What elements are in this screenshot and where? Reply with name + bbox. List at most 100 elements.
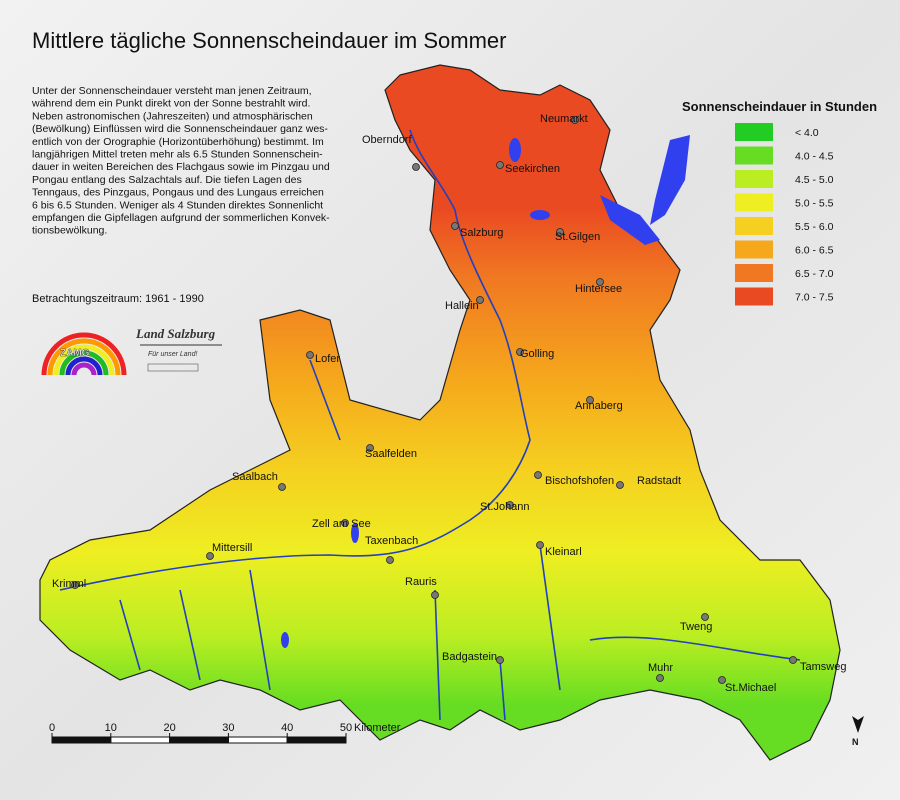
town-marker [306, 351, 314, 359]
scale-segment [51, 736, 112, 744]
motto-text: Für unser Land! [148, 351, 197, 358]
scale-segment [286, 736, 347, 744]
legend-swatch [735, 217, 773, 235]
town-label: Neumarkt [540, 113, 588, 125]
town-label: Taxenbach [365, 535, 418, 547]
town-label: Bischofshofen [545, 475, 614, 487]
town-label: Tamsweg [800, 661, 846, 673]
scale-segment [227, 736, 288, 744]
description-line: 6 bis 6.5 Stunden. Weniger als 4 Stunden… [32, 199, 323, 211]
description-line: Tenngaus, des Pinzgaus, Pongaus und des … [32, 187, 324, 199]
land-text: Land Salzburg [135, 326, 216, 341]
legend-label: 7.0 - 7.5 [795, 292, 834, 304]
legend-label: 5.0 - 5.5 [795, 198, 834, 210]
legend: Sonnenscheindauer in Stunden < 4.0 4.0 - … [682, 99, 877, 306]
town-label: Zell am See [312, 518, 371, 530]
north-label: N [852, 737, 859, 747]
legend-swatch [735, 193, 773, 212]
town-marker [516, 348, 524, 356]
town-label: Hallein [445, 300, 479, 312]
town-marker [386, 556, 394, 564]
description-line: Unter der Sonnenscheindauer versteht man… [32, 85, 312, 97]
legend-swatch [735, 170, 773, 188]
town-marker [366, 444, 374, 452]
town-label: Badgastein [442, 651, 497, 663]
town-marker [789, 656, 797, 664]
legend-swatch [735, 240, 773, 259]
town-marker [701, 613, 709, 621]
description-line: empfangen die Gipfellagen aufgrund der s… [32, 212, 330, 224]
town-label: Annaberg [575, 400, 623, 412]
scale-unit: Kilometer [354, 722, 401, 734]
town-marker [534, 471, 542, 479]
description-line: (Bewölkung) Einflüssen wird die Sonnensc… [32, 123, 328, 135]
town-marker [616, 481, 624, 489]
legend-label: < 4.0 [795, 127, 819, 139]
town-label: Seekirchen [505, 163, 560, 175]
town-marker [656, 674, 664, 682]
town-label: St.Johann [480, 501, 530, 513]
legend-label: 4.0 - 4.5 [795, 151, 834, 163]
town-label: Hintersee [575, 283, 622, 295]
town-label: Saalfelden [365, 448, 417, 460]
town-marker [536, 541, 544, 549]
legend-swatch [735, 146, 773, 165]
town-marker [596, 278, 604, 286]
town-marker [431, 591, 439, 599]
north-arrow: N [852, 716, 864, 747]
scale-label: 0 [49, 722, 55, 734]
legend-label: 4.5 - 5.0 [795, 174, 834, 186]
town-label: Salzburg [460, 227, 503, 239]
town-label: Tweng [680, 621, 712, 633]
town-marker [206, 552, 214, 560]
town-marker [496, 656, 504, 664]
town-label: St.Gilgen [555, 231, 600, 243]
town-label: Mittersill [212, 542, 252, 554]
scale-label: 10 [105, 722, 117, 734]
town-label: Kleinarl [545, 546, 582, 558]
title: Mittlere tägliche Sonnenscheindauer im S… [32, 28, 506, 53]
scale-segment [110, 736, 171, 744]
town-marker [586, 396, 594, 404]
towns: Oberndorf Neumarkt Seekirchen Salzburg St.Gi… [52, 113, 846, 694]
description-line: langjährigen Mittel treten mehr als 6.5 … [32, 149, 323, 161]
town-label: Saalbach [232, 471, 278, 483]
land-logo: Land Salzburg Für unser Land! [135, 326, 222, 372]
town-label: Lofer [315, 353, 340, 365]
legend-label: 6.5 - 7.0 [795, 268, 834, 280]
town-label: Muhr [648, 662, 673, 674]
legend-swatch [735, 287, 773, 306]
scale-label: 30 [222, 722, 234, 734]
town-marker [571, 116, 579, 124]
legend-swatch [735, 264, 773, 282]
town-label: St.Michael [725, 682, 776, 694]
town-marker [71, 581, 79, 589]
scale-label: 40 [281, 722, 293, 734]
town-label: Oberndorf [362, 134, 412, 146]
legend-label: 5.5 - 6.0 [795, 221, 834, 233]
town-label: Krimml [52, 578, 86, 590]
town-marker [718, 676, 726, 684]
legend-label: 6.0 - 6.5 [795, 245, 834, 257]
legend-swatch [735, 123, 773, 141]
rivers [59, 129, 801, 721]
town-marker [451, 222, 459, 230]
scale-label: 20 [163, 722, 175, 734]
zamg-text: ZAMG [60, 348, 90, 359]
town-marker [412, 163, 420, 171]
lakes [281, 135, 690, 648]
description: Unter der Sonnenscheindauer versteht man… [31, 85, 330, 237]
town-marker [506, 501, 514, 509]
scale-bar: 0 10 20 30 40 50 Kilometer [49, 722, 401, 744]
description-line: Neben astronomischen (Jahreszeiten) und … [32, 110, 313, 122]
period: Betrachtungszeitraum: 1961 - 1990 [32, 293, 204, 305]
description-line: Pongau entlang des Salzachtals auf. Die … [32, 174, 302, 186]
scale-label: 50 [340, 722, 352, 734]
town-marker [476, 296, 484, 304]
description-line: entlich von der Orographie (Horizontüber… [32, 136, 324, 148]
town-label: Rauris [405, 576, 437, 588]
description-line: tionsbewölkung. [32, 225, 107, 237]
description-line: während dem ein Punkt direkt von der Son… [31, 98, 310, 110]
scale-segment [169, 736, 229, 744]
description-line: dauer in weiten Bereichen des Flachgaus … [32, 161, 330, 173]
